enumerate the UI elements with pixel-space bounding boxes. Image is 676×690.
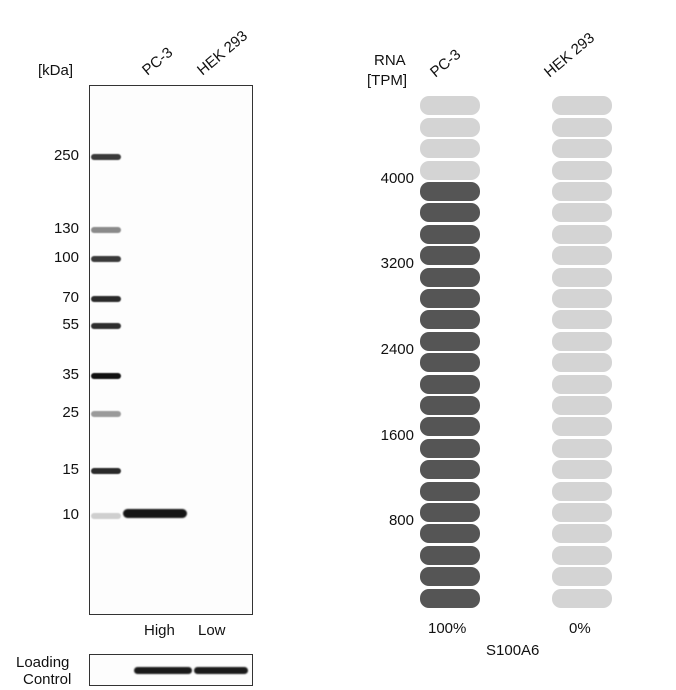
rna-bar-segment xyxy=(552,438,612,458)
blot-lane-label-pc3: PC-3 xyxy=(139,44,177,79)
rna-bar-segment xyxy=(420,374,480,394)
rna-y-tick-label: 1600 xyxy=(380,426,414,444)
mw-tick-label: 25 xyxy=(62,403,79,421)
rna-bar-segment xyxy=(420,395,480,415)
rna-bar-segment xyxy=(552,117,612,137)
rna-bar-segment xyxy=(552,246,612,266)
rna-bar-segment xyxy=(420,310,480,330)
rna-bar-segment xyxy=(420,288,480,308)
marker-band xyxy=(91,322,121,329)
rna-bar-segment xyxy=(552,139,612,159)
marker-band xyxy=(91,256,121,263)
rna-category-label-pc3: PC-3 xyxy=(427,46,465,81)
loading-band-hek293 xyxy=(194,667,248,674)
mw-tick-label: 10 xyxy=(62,506,79,523)
loading-control-label-line2: Control xyxy=(23,671,72,688)
rna-bar-segment xyxy=(420,353,480,373)
rna-bar-segment xyxy=(420,139,480,159)
mw-tick-label: 35 xyxy=(62,366,79,384)
rna-y-tick-label: 3200 xyxy=(380,255,414,273)
rna-bar-segment xyxy=(552,224,612,244)
percent-label-pc3: 100% xyxy=(428,620,467,637)
rna-bar-segment xyxy=(420,438,480,458)
protein-band-pc3 xyxy=(123,509,187,518)
rna-bar-segment xyxy=(420,481,480,501)
marker-band xyxy=(91,226,121,233)
rna-category-label-hek293: HEK 293 xyxy=(541,29,598,81)
rna-bar-segment xyxy=(552,460,612,480)
rna-axis-label-line2: [TPM] xyxy=(367,72,407,89)
marker-band xyxy=(91,410,121,417)
kda-unit-label: [kDa] xyxy=(38,62,74,79)
rna-bar-segment xyxy=(420,331,480,351)
percent-label-hek293: 0% xyxy=(569,620,591,637)
rna-bar-segment xyxy=(420,160,480,180)
rna-bar-segment xyxy=(552,96,612,116)
expression-low-label: Low xyxy=(198,622,226,639)
rna-bar-segment xyxy=(552,524,612,544)
rna-bar-segment xyxy=(552,288,612,308)
rna-bar-segment xyxy=(552,310,612,330)
rna-bar-segment xyxy=(552,395,612,415)
rna-bar-segment xyxy=(420,267,480,287)
mw-tick-label: 55 xyxy=(62,315,79,333)
rna-bar-segment xyxy=(552,481,612,501)
rna-bar-segment xyxy=(420,117,480,137)
marker-band xyxy=(91,154,121,160)
western-blot-membrane xyxy=(89,85,253,615)
rna-y-tick-label: 4000 xyxy=(380,169,414,187)
rna-bar-segment xyxy=(552,267,612,287)
rna-bar-segment xyxy=(420,224,480,244)
mw-tick-label: 70 xyxy=(62,288,79,306)
loading-control-label-line1: Loading xyxy=(16,654,70,671)
rna-bar-segment xyxy=(552,203,612,223)
rna-bar-segment xyxy=(552,331,612,351)
rna-bar-segment xyxy=(552,417,612,437)
rna-bar-segment xyxy=(552,567,612,587)
rna-bar-segment xyxy=(420,588,480,608)
expression-high-label: High xyxy=(144,622,175,639)
blot-lane-label-hek293: HEK 293 xyxy=(194,27,251,79)
rna-bar-segment xyxy=(420,417,480,437)
loading-control-blot xyxy=(89,654,253,686)
mw-tick-label: 250 xyxy=(53,147,79,164)
rna-y-tick-label: 2400 xyxy=(380,340,414,358)
mw-tick-label: 15 xyxy=(62,460,79,478)
rna-bar-segment xyxy=(552,374,612,394)
rna-bar-segment xyxy=(552,353,612,373)
marker-band xyxy=(91,373,121,380)
loading-band-pc3 xyxy=(134,667,192,674)
rna-bar-segment xyxy=(552,588,612,608)
rna-bar-segment xyxy=(552,502,612,522)
mw-tick-label: 130 xyxy=(53,219,79,237)
marker-band xyxy=(91,295,121,302)
rna-bar-segment xyxy=(420,502,480,522)
rna-bar-segment xyxy=(420,96,480,116)
rna-bar-segment xyxy=(552,160,612,180)
marker-band xyxy=(91,467,121,474)
mw-tick-label: 100 xyxy=(53,249,79,267)
rna-bar-segment xyxy=(420,524,480,544)
gene-name-label: S100A6 xyxy=(486,642,540,659)
rna-bar-segment xyxy=(552,181,612,201)
rna-bar-segment xyxy=(420,246,480,266)
rna-bar-segment xyxy=(420,181,480,201)
rna-bar-segment xyxy=(552,545,612,565)
rna-y-tick-label: 800 xyxy=(388,512,414,530)
rna-bar-segment xyxy=(420,567,480,587)
marker-band xyxy=(91,513,121,519)
rna-bar-segment xyxy=(420,203,480,223)
rna-axis-label-line1: RNA xyxy=(374,52,406,69)
rna-bar-segment xyxy=(420,545,480,565)
rna-bar-segment xyxy=(420,460,480,480)
